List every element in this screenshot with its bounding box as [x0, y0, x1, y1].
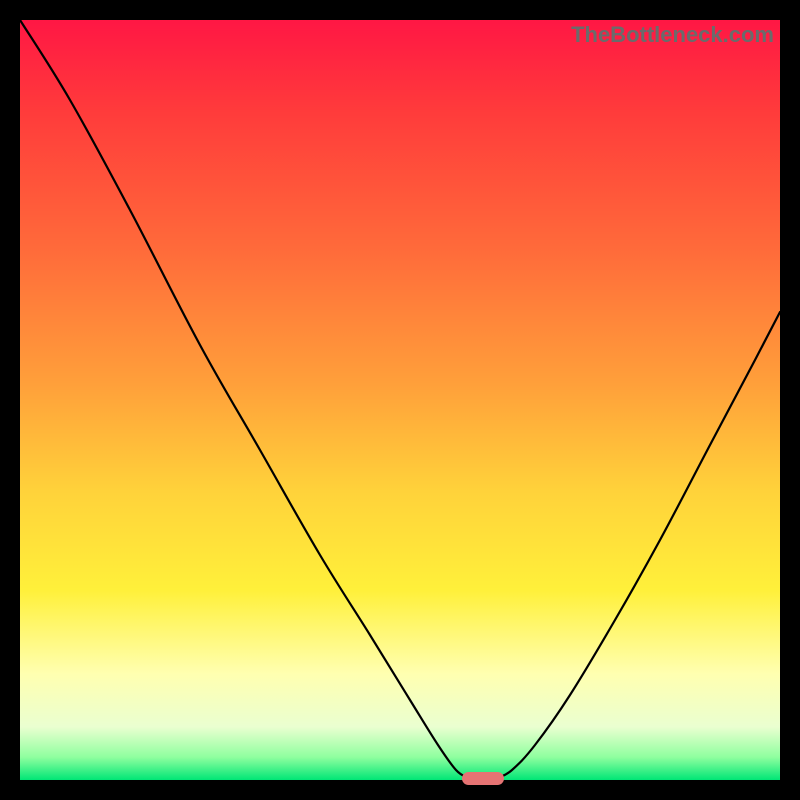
chart-container: TheBottleneck.com	[0, 0, 800, 800]
bottleneck-curve	[0, 0, 800, 800]
curve-left-branch	[20, 20, 468, 778]
curve-right-branch	[498, 312, 780, 778]
watermark-text: TheBottleneck.com	[571, 22, 774, 48]
plot-area	[20, 20, 780, 780]
optimal-point-marker	[462, 772, 504, 785]
